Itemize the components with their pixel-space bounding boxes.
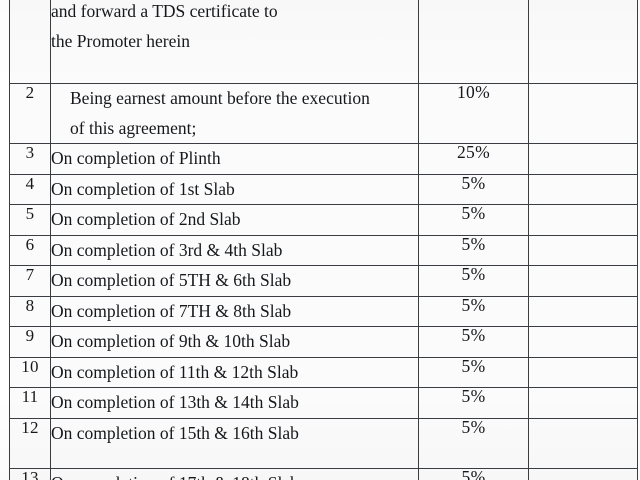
table-row: 3 On completion of Plinth 25% — [9, 143, 638, 175]
row-description: On completion of 9th & 10th Slab — [50, 326, 419, 358]
row-serial-number: 12 — [9, 417, 51, 469]
row-serial-number: 3 — [9, 143, 51, 175]
row-description: On completion of 17th & 18th Slab — [50, 467, 419, 480]
row-extra-column — [528, 173, 638, 205]
row-description: On completion of 11th & 12th Slab — [50, 356, 419, 388]
table-body: 1 Government within a period of 30 days … — [9, 0, 638, 480]
row-serial-number: 13 — [9, 467, 51, 480]
table-row: 11 On completion of 13th & 14th Slab 5% — [9, 387, 638, 419]
table-row: 10 On completion of 11th & 12th Slab 5% — [9, 356, 638, 388]
row-serial-number: 4 — [9, 173, 51, 205]
row-serial-number: 10 — [9, 356, 51, 388]
row-extra-column — [528, 265, 638, 297]
payment-schedule-table: 1 Government within a period of 30 days … — [9, 0, 638, 480]
row-extra-column — [528, 326, 638, 358]
row-extra-column — [528, 0, 638, 84]
row-percentage: 5% — [418, 417, 529, 469]
row-extra-column — [528, 356, 638, 388]
row-extra-column — [528, 204, 638, 236]
table-row: 6 On completion of 3rd & 4th Slab 5% — [9, 234, 638, 266]
payment-schedule-table-wrapper: 1 Government within a period of 30 days … — [9, 0, 638, 480]
row-serial-number: 6 — [9, 234, 51, 266]
row-description: On completion of 3rd & 4th Slab — [50, 234, 419, 266]
row-serial-number: 8 — [9, 295, 51, 327]
row-percentage: 5% — [418, 295, 529, 327]
row-description: On completion of Plinth — [50, 143, 419, 175]
table-row: 4 On completion of 1st Slab 5% — [9, 173, 638, 205]
row-extra-column — [528, 387, 638, 419]
row-extra-column — [528, 467, 638, 480]
table-row: 13 On completion of 17th & 18th Slab 5% — [9, 467, 638, 480]
table-row: 9 On completion of 9th & 10th Slab 5% — [9, 326, 638, 358]
row-percentage: 1% — [418, 0, 529, 84]
row-percentage: 5% — [418, 387, 529, 419]
row-serial-number: 11 — [9, 387, 51, 419]
row-percentage: 5% — [418, 326, 529, 358]
row-description: On completion of 13th & 14th Slab — [50, 387, 419, 419]
row-extra-column — [528, 143, 638, 175]
row-description: On completion of 7TH & 8th Slab — [50, 295, 419, 327]
row-description: Being earnest amount before the executio… — [50, 83, 419, 144]
row-description: Government within a period of 30 days fr… — [50, 0, 419, 84]
row-percentage: 10% — [418, 83, 529, 144]
row-description: On completion of 1st Slab — [50, 173, 419, 205]
table-row: 7 On completion of 5TH & 6th Slab 5% — [9, 265, 638, 297]
row-extra-column — [528, 234, 638, 266]
table-row: 5 On completion of 2nd Slab 5% — [9, 204, 638, 236]
row-serial-number: 5 — [9, 204, 51, 236]
table-row: 1 Government within a period of 30 days … — [9, 0, 638, 84]
table-row: 2 Being earnest amount before the execut… — [9, 83, 638, 144]
table-row: 8 On completion of 7TH & 8th Slab 5% — [9, 295, 638, 327]
row-serial-number: 1 — [9, 0, 51, 84]
row-extra-column — [528, 417, 638, 469]
table-row: 12 On completion of 15th & 16th Slab 5% — [9, 417, 638, 469]
row-percentage: 5% — [418, 356, 529, 388]
row-percentage: 5% — [418, 204, 529, 236]
row-extra-column — [528, 83, 638, 144]
row-percentage: 5% — [418, 173, 529, 205]
row-description: On completion of 15th & 16th Slab — [50, 417, 419, 469]
row-percentage: 5% — [418, 234, 529, 266]
row-description: On completion of 2nd Slab — [50, 204, 419, 236]
row-percentage: 5% — [418, 265, 529, 297]
row-percentage: 25% — [418, 143, 529, 175]
row-serial-number: 9 — [9, 326, 51, 358]
row-extra-column — [528, 295, 638, 327]
row-serial-number: 2 — [9, 83, 51, 144]
row-percentage: 5% — [418, 467, 529, 480]
row-description: On completion of 5TH & 6th Slab — [50, 265, 419, 297]
row-serial-number: 7 — [9, 265, 51, 297]
